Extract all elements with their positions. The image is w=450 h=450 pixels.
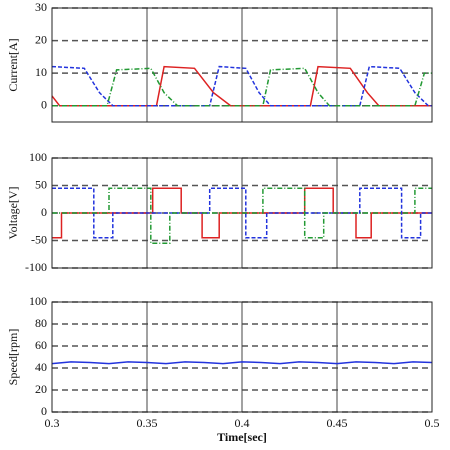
y-tick-label: 40 — [35, 360, 47, 374]
y-tick-label: -50 — [31, 232, 47, 246]
y-tick-label: 100 — [29, 150, 47, 164]
x-tick-label: 0.35 — [137, 416, 158, 430]
data-line — [51, 65, 432, 107]
x-tick-label: 0.5 — [425, 416, 440, 430]
plot-frame — [51, 157, 433, 269]
data-line — [52, 187, 432, 239]
y-tick-label: 0 — [41, 97, 47, 111]
y-tick-label: 0 — [41, 205, 47, 219]
data-line — [52, 187, 432, 239]
x-tick-label: 0.3 — [45, 416, 60, 430]
y-axis-label: Speed[rpm] — [6, 329, 20, 386]
x-axis-label: Time[sec] — [217, 430, 267, 444]
y-tick-label: 30 — [35, 0, 47, 14]
y-tick-label: 60 — [35, 338, 47, 352]
y-axis-label: Current[A] — [6, 38, 20, 91]
data-line — [51, 361, 433, 365]
y-tick-label: 80 — [35, 316, 47, 330]
plot-frame — [51, 7, 433, 123]
x-tick-label: 0.4 — [235, 416, 250, 430]
y-tick-label: 100 — [29, 294, 47, 308]
y-tick-label: 0 — [41, 404, 47, 418]
y-axis-label: Voltage[V] — [6, 186, 20, 239]
y-tick-label: 10 — [35, 65, 47, 79]
y-tick-label: 20 — [35, 382, 47, 396]
y-tick-label: 20 — [35, 32, 47, 46]
plot-frame — [51, 301, 433, 413]
data-line — [52, 67, 432, 107]
x-tick-label: 0.45 — [327, 416, 348, 430]
data-line — [52, 187, 432, 245]
y-tick-label: 50 — [35, 177, 47, 191]
y-tick-label: -100 — [25, 260, 47, 274]
